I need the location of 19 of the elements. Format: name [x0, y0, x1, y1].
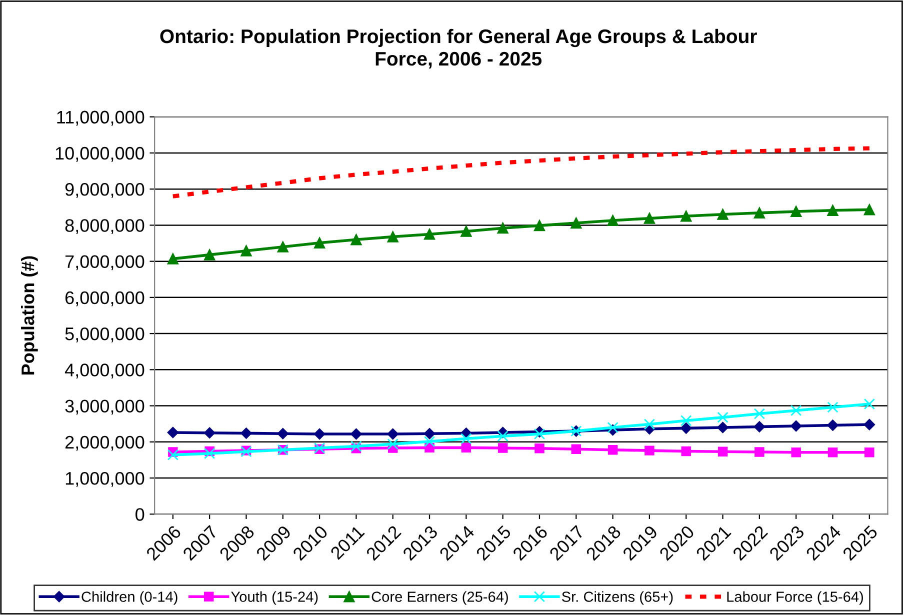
- legend-label: Children (0-14): [82, 591, 178, 605]
- y-tick-label: 10,000,000: [56, 146, 144, 162]
- legend-label: Sr. Citizens (65+): [562, 591, 673, 605]
- y-tick-label: 6,000,000: [65, 291, 144, 306]
- chart-title: Ontario: Population Projection for General Age Groups & Labour Force, 2006 - 2025: [160, 28, 757, 68]
- y-tick-label: 2,000,000: [65, 436, 144, 451]
- y-axis-title: Population (#): [21, 256, 38, 374]
- legend-label: Core Earners (25-64): [372, 591, 508, 605]
- y-tick-label: 1,000,000: [66, 472, 144, 487]
- legend-label: Labour Force (15-64): [727, 591, 863, 605]
- y-tick-label: 8,000,000: [65, 219, 144, 234]
- y-tick-label: 3,000,000: [65, 400, 144, 415]
- y-tick-label: 4,000,000: [64, 364, 144, 379]
- y-tick-label: 7,000,000: [65, 255, 144, 270]
- y-tick-label: 11,000,000: [57, 110, 144, 126]
- y-tick-label: 0: [136, 508, 144, 521]
- y-tick-label: 5,000,000: [65, 327, 144, 342]
- y-tick-label: 9,000,000: [65, 183, 144, 198]
- legend-label: Youth (15-24): [231, 591, 318, 605]
